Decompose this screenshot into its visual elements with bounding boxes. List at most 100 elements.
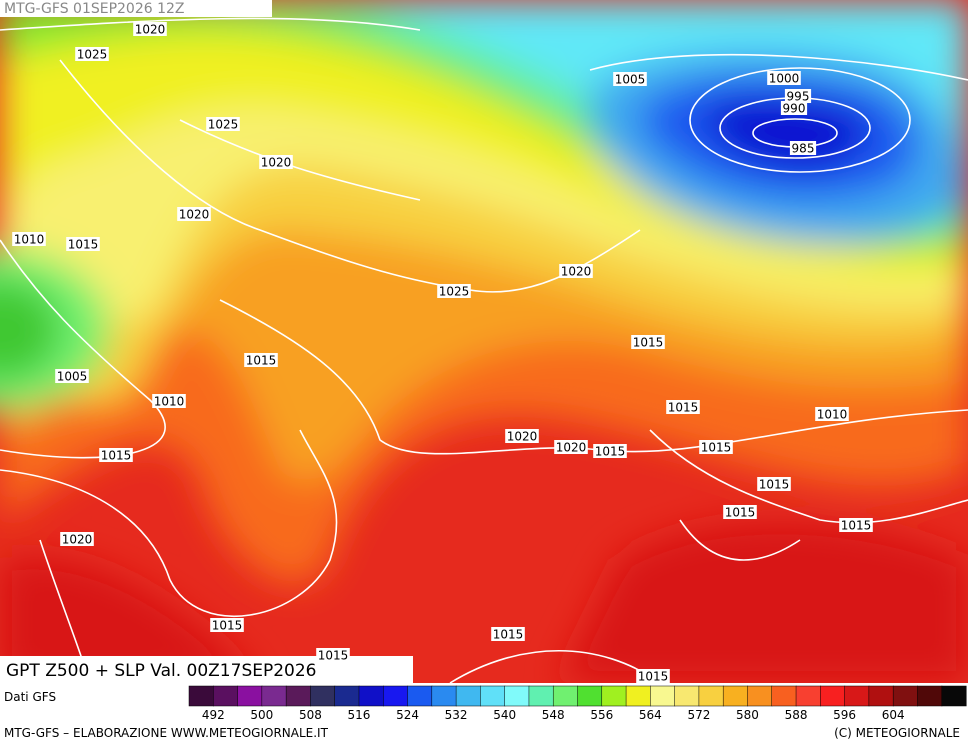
isobar-label: 1020 — [179, 208, 210, 222]
colorbar-swatch — [334, 685, 360, 707]
isobar-label: 1025 — [77, 48, 108, 62]
isobar-label: 1015 — [212, 619, 243, 633]
isobar-label-bg — [210, 618, 244, 632]
colorbar-label: 572 — [687, 708, 710, 722]
colorbar-label: 556 — [590, 708, 613, 722]
map-title: GPT Z500 + SLP Val. 00Z17SEP2026 — [6, 661, 317, 681]
colorbar-label: 588 — [785, 708, 808, 722]
isobar-label-bg — [491, 627, 525, 641]
isobar-label: 1015 — [841, 519, 872, 533]
isobar-label-bg — [133, 22, 167, 36]
isobar-label: 1020 — [561, 265, 592, 279]
colorbar-swatch — [868, 685, 894, 707]
isobar-label: 1015 — [701, 441, 732, 455]
isobar-label-bg — [613, 72, 647, 86]
isobar-label-bg — [699, 440, 733, 454]
isobar-label-bg — [505, 429, 539, 443]
colorbar-swatch — [528, 685, 554, 707]
colorbar-label: 540 — [493, 708, 516, 722]
isobar-label: 1015 — [595, 445, 626, 459]
colorbar-swatch — [577, 685, 603, 707]
isobar-label-bg — [839, 518, 873, 532]
run-label: MTG-GFS 01SEP2026 12Z — [4, 1, 185, 17]
isobar-label-bg — [60, 532, 94, 546]
source-label: Dati GFS — [4, 690, 56, 704]
isobar-label-bg — [316, 648, 350, 662]
isobar-label-bg — [784, 89, 812, 103]
colorbar-swatch — [407, 685, 433, 707]
isobar-label: 1025 — [439, 285, 470, 299]
isobar-label: 1015 — [101, 449, 132, 463]
colorbar-label: 564 — [639, 708, 662, 722]
isobar-label-bg — [99, 448, 133, 462]
colorbar-swatch — [285, 685, 311, 707]
colorbar-swatch — [261, 685, 287, 707]
colorbar-swatch — [480, 685, 506, 707]
isobar-label: 1015 — [318, 649, 349, 663]
isobar-label-bg — [244, 353, 278, 367]
isobar-label-bg — [636, 669, 670, 683]
isobar-label-bg — [554, 440, 588, 454]
isobar-label-bg — [666, 400, 700, 414]
colorbar-label: 580 — [736, 708, 759, 722]
colorbar-swatch — [722, 685, 749, 707]
isobar-label: 1005 — [57, 370, 88, 384]
isobar-label: 1010 — [154, 395, 185, 409]
isobar-label: 1015 — [493, 628, 524, 642]
isobar-label: 985 — [792, 142, 815, 156]
colorbar-swatch — [941, 685, 967, 707]
isobar-label: 1000 — [769, 72, 800, 86]
isobar-label-bg — [437, 284, 471, 298]
colorbar-swatch — [650, 685, 676, 707]
colorbar-swatch — [383, 685, 409, 707]
colorbar-swatch — [844, 685, 870, 707]
isobar-label-bg — [757, 477, 791, 491]
isobars — [0, 17, 968, 683]
colorbar-swatch — [820, 685, 846, 707]
colorbar-swatch — [213, 685, 239, 707]
isobar-label: 995 — [787, 90, 810, 104]
isobar-label-bg — [593, 444, 627, 458]
isobar-label: 1020 — [135, 23, 166, 37]
colorbar-swatch — [698, 685, 724, 707]
colorbar-swatch — [431, 685, 457, 707]
isobar-label: 1020 — [507, 430, 538, 444]
footer-right: (C) METEOGIORNALE — [834, 726, 960, 740]
colorbar-label: 548 — [542, 708, 565, 722]
colorbar-swatch — [625, 685, 651, 707]
isobar-label-bg — [789, 141, 817, 155]
isobar-label: 1005 — [615, 73, 646, 87]
isobar-label: 1020 — [62, 533, 93, 547]
colorbar-swatch — [771, 685, 797, 707]
isobar-label: 1010 — [14, 233, 45, 247]
isobar-label-bg — [152, 394, 186, 408]
colorbar-swatch — [188, 685, 214, 707]
colorbar-swatch — [747, 685, 773, 707]
isobar-label-bg — [206, 117, 240, 131]
isobar-label: 1015 — [246, 354, 277, 368]
isobar-label: 990 — [783, 102, 806, 116]
isobar-label-bg — [723, 505, 757, 519]
colorbar-swatch — [237, 685, 263, 707]
isobar-label: 1015 — [725, 506, 756, 520]
isobar-label-bg — [66, 237, 100, 251]
colorbar-label: 524 — [396, 708, 419, 722]
colorbar-label: 604 — [882, 708, 905, 722]
colorbar-swatch — [455, 685, 481, 707]
isobar-label-bg — [559, 264, 593, 278]
isobar-label-bg — [631, 335, 665, 349]
isobar-label: 1025 — [208, 118, 239, 132]
colorbar-label: 596 — [833, 708, 856, 722]
colorbar-swatch — [552, 685, 579, 707]
isobar-label-bg — [815, 407, 849, 421]
colorbar-label: 516 — [348, 708, 371, 722]
colorbar-swatch — [504, 685, 530, 707]
colorbar-swatch — [601, 685, 627, 707]
isobar-label-bg — [177, 207, 211, 221]
isobar-label: 1020 — [261, 156, 292, 170]
isobar-label: 1015 — [668, 401, 699, 415]
colorbar-label: 508 — [299, 708, 322, 722]
colorbar-label: 492 — [202, 708, 225, 722]
